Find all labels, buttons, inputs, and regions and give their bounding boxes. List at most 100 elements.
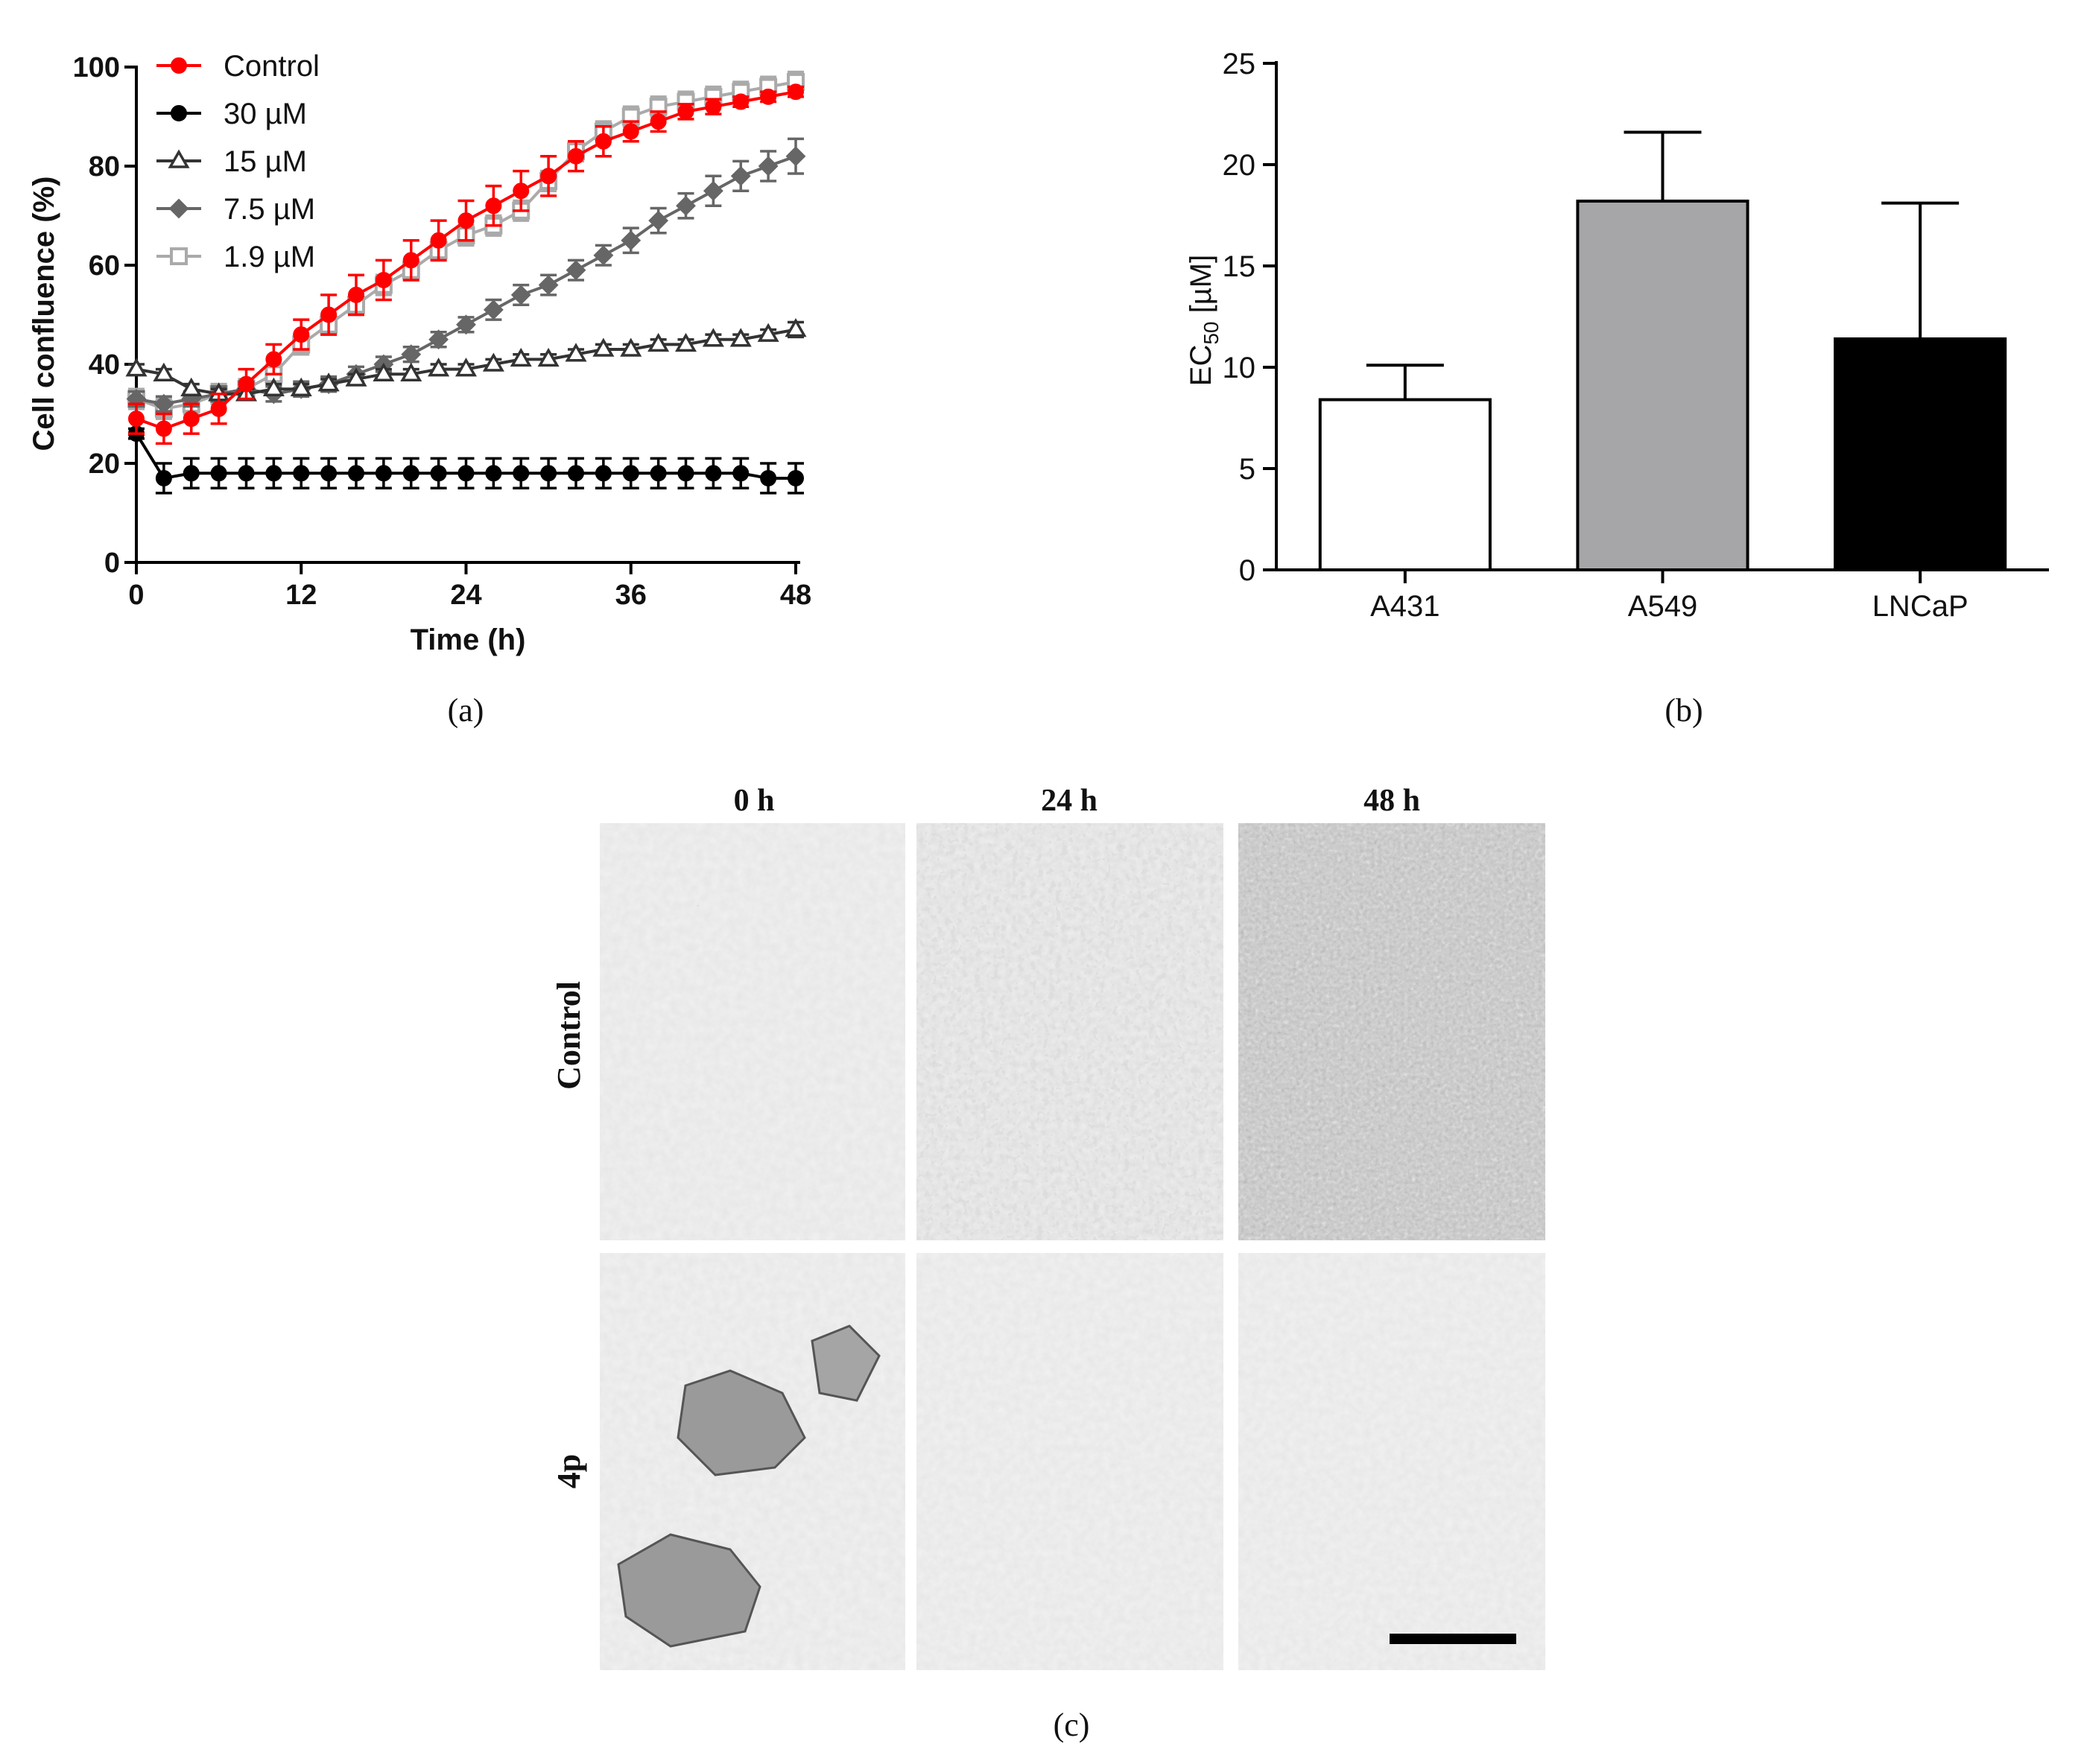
chart-b-xtick-label: A549 [1628,590,1697,623]
chart-a-point [348,286,364,303]
chart-a-series [125,70,807,495]
chart-a-legend-marker [171,105,187,121]
chart-a-point [622,465,639,482]
chart-a-point [454,358,478,377]
chart-a-point [674,332,697,352]
chart-a-point [483,299,504,320]
panel-c-micrographs: 0 h 24 h 48 h Control 4p (c) [551,784,1545,1743]
chart-b-bar-lncap [1834,337,2007,571]
chart-a-point [482,352,504,372]
micrograph-control-48h-cells [1238,823,1545,1240]
chart-a-point [513,183,530,200]
chart-a-point [125,358,148,377]
chart-a-point [538,275,559,296]
chart-a-point [293,326,310,343]
chart-a-point [155,420,172,437]
chart-b-bar-a549 [1576,199,1749,571]
chart-a-xlabel: Time (h) [411,624,526,656]
chart-a-point [183,410,200,428]
chart-b-ytick-label: 25 [1223,48,1256,80]
micrograph-4p-24h-cells [916,1253,1223,1670]
chart-a-point [485,465,502,482]
chart-a-legend-marker [168,149,190,168]
chart-b-ytick-label: 0 [1239,554,1255,587]
chart-b-ylabel-sub: 50 [1200,321,1223,344]
chart-a-point [620,337,642,357]
chart-a-point [705,465,722,482]
chart-a-point [592,337,615,357]
chart-a-point [265,465,282,482]
chart-a-point [650,465,667,482]
chart-a-point [732,465,750,482]
panel-c-label: (c) [1054,1707,1090,1743]
chart-a-xtick-label: 12 [285,580,317,611]
chart-a-point [648,210,669,231]
chart-a-point [238,375,255,393]
chart-a-point [320,465,338,482]
chart-a-point [183,465,200,482]
col-head-0h: 0 h [734,784,775,818]
chart-a-point [375,271,392,288]
chart-a-point [595,133,612,150]
chart-a-legend-marker [168,198,189,219]
chart-a-point [566,260,586,281]
chart-a-point [730,165,751,186]
chart-b-xtick-label: A431 [1370,590,1439,623]
row-head-control: Control [551,981,587,1090]
chart-a-point [265,351,282,368]
chart-b-bars: A431 A549 LNCaP [1318,130,2007,623]
chart-a-axis-ticks: 0 20 40 60 80 100 0 12 24 36 48 [73,52,812,611]
chart-a-point [320,306,338,323]
chart-a-point [621,230,642,251]
micrograph-4p-0h-colony-3 [811,1324,881,1402]
chart-b-ytick-label: 20 [1223,149,1256,182]
chart-a-point [702,328,724,347]
chart-a-xtick-label: 24 [450,580,481,611]
chart-a-point [430,465,447,482]
chart-b-axis-ticks: 0 5 10 15 20 25 [1223,48,1276,587]
col-head-24h: 24 h [1041,784,1097,818]
chart-b-ytick-label: 5 [1239,453,1255,486]
chart-a-legend-label: 15 µM [224,145,307,178]
chart-a-point [676,195,696,216]
row-head-4p: 4p [551,1454,587,1488]
chart-a-point [622,123,639,140]
chart-b-xtick-label: LNCaP [1872,590,1968,623]
chart-b-ylabel-main: EC [1185,345,1217,387]
chart-a-point [650,113,667,130]
chart-a-point [348,465,364,482]
chart-a-point [456,314,476,335]
chart-a-point [210,400,227,417]
chart-a-point [703,180,723,201]
chart-b: 0 5 10 15 20 25 A431 A549 LNCaP EC50 [µM] (b) [1185,48,2049,729]
chart-a-point [402,252,419,269]
chart-a-point [375,465,392,482]
chart-a-ytick-label: 40 [89,349,120,381]
chart-b-ytick-label: 10 [1223,352,1256,384]
chart-a-ytick-label: 80 [89,151,120,183]
chart-a-point [677,465,694,482]
chart-a-point [732,93,750,110]
chart-a-point [428,329,449,350]
chart-a-legend-label: 1.9 µM [224,241,315,273]
chart-a-series-control [128,83,804,445]
chart-b-ylabel-unit: [µM] [1185,255,1217,322]
chart-a-xtick-label: 0 [128,580,144,611]
chart-a-point [290,377,312,396]
chart-a-point [647,332,670,352]
chart-a-point [537,347,560,367]
chart-a-series-30-m [128,425,804,495]
chart-a-point [457,212,475,229]
chart-a-legend-marker [170,247,188,265]
chart-b-ylabel: EC50 [µM] [1185,255,1223,386]
chart-a-point [760,88,777,105]
chart-a-xtick-label: 36 [615,580,647,611]
chart-a-legend-marker [171,57,187,74]
chart-a-point [373,362,395,382]
chart-a-point [565,343,587,362]
chart-a-point [788,469,804,486]
chart-a-ytick-label: 20 [89,448,120,480]
chart-a-point [595,465,612,482]
panel-a-label: (a) [448,692,484,729]
